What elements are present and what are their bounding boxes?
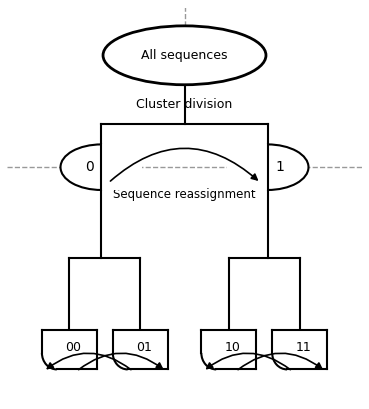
Ellipse shape (103, 26, 266, 85)
Bar (201, 330, 256, 369)
Text: 10: 10 (224, 342, 240, 354)
Text: 1: 1 (276, 160, 284, 174)
Bar (113, 330, 168, 369)
Text: 0: 0 (85, 160, 93, 174)
Text: 11: 11 (295, 342, 311, 354)
Text: 00: 00 (65, 342, 81, 354)
Text: 01: 01 (136, 342, 152, 354)
Bar (272, 330, 327, 369)
Ellipse shape (61, 144, 142, 190)
Bar (227, 144, 268, 190)
Text: All sequences: All sequences (141, 49, 228, 62)
Bar (101, 144, 142, 190)
Text: Sequence reassignment: Sequence reassignment (113, 188, 256, 201)
Ellipse shape (227, 144, 308, 190)
Bar (42, 330, 97, 369)
Text: Cluster division: Cluster division (137, 98, 232, 111)
